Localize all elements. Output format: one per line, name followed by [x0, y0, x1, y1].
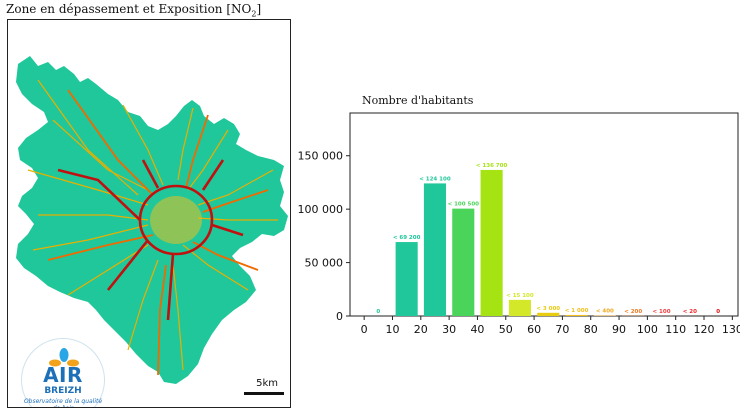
y-tick-label: 50 000	[305, 257, 344, 270]
logo-slogan: Observatoire de la qualité de l'air	[23, 398, 103, 407]
bar-label: < 100	[653, 309, 671, 315]
y-tick-label: 100 000	[298, 203, 344, 216]
y-tick-label: 150 000	[298, 150, 344, 163]
x-tick-label: 80	[584, 323, 598, 336]
map-canvas	[16, 56, 288, 384]
x-tick-label: 30	[442, 323, 456, 336]
x-tick-label: 90	[612, 323, 626, 336]
x-tick-label: 50	[499, 323, 513, 336]
city-center	[150, 196, 202, 244]
x-tick-label: 10	[385, 323, 399, 336]
bar-label: < 15 100	[506, 293, 534, 299]
logo-breizh-text: BREIZH	[44, 386, 82, 396]
air-breizh-logo: AIR BREIZH Observatoire de la qualité de…	[21, 338, 105, 407]
x-tick-label: 70	[555, 323, 569, 336]
bar	[565, 314, 588, 316]
ring-road	[57, 159, 244, 321]
bar-label: < 124 100	[419, 176, 451, 182]
logo-air-text: AIR	[43, 363, 83, 387]
chart-title: Nombre d'habitants	[362, 94, 474, 107]
scale-label: 5km	[256, 378, 278, 389]
bar-label: 0	[376, 309, 380, 315]
bar-label: < 100 500	[448, 202, 480, 208]
exposure-map: AIR BREIZH Observatoire de la qualité de…	[7, 19, 291, 408]
bar-label: < 400	[596, 309, 614, 315]
bar	[395, 242, 418, 316]
bar	[423, 183, 447, 316]
y-tick-label: 0	[336, 310, 343, 323]
x-tick-label: 120	[694, 323, 715, 336]
x-tick-label: 110	[665, 323, 686, 336]
bar-label: < 200	[624, 309, 642, 315]
bar	[508, 299, 531, 316]
x-tick-label: 0	[361, 323, 368, 336]
bar	[537, 312, 560, 316]
bar-label: < 69 200	[393, 235, 421, 241]
bar	[452, 208, 475, 316]
bar	[480, 169, 503, 316]
logo-drops-icon	[49, 348, 79, 367]
x-tick-label: 100	[637, 323, 658, 336]
x-tick-label: 20	[414, 323, 428, 336]
bar-label: < 3 000	[536, 306, 560, 312]
bar-label: 0	[716, 309, 720, 315]
bar-label: < 20	[683, 309, 697, 315]
scale-bar	[244, 392, 284, 395]
x-tick-label: 130	[722, 323, 740, 336]
figure-title: Zone en dépassement et Exposition [NO2]	[6, 2, 262, 19]
bar-label: < 1 000	[565, 308, 589, 314]
x-tick-label: 60	[527, 323, 541, 336]
bar-label: < 136 700	[476, 163, 508, 169]
minor-roads	[27, 79, 278, 371]
x-tick-label: 40	[470, 323, 484, 336]
